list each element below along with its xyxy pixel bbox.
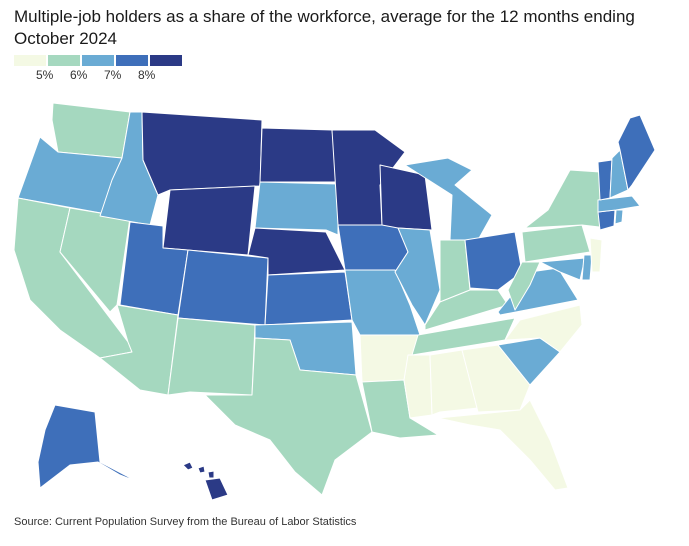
state-NM [167,317,256,396]
legend-label-7: 7% [104,68,122,82]
state-OH [464,231,523,291]
state-KS [264,271,353,326]
state-NC [504,304,583,353]
legend-swatch [150,55,182,66]
state-AK [37,404,139,489]
state-ME [617,114,656,191]
legend-label-8: 8% [138,68,156,82]
state-MS [403,354,433,419]
state-FL [437,399,569,491]
state-DE [581,254,593,281]
state-WY [162,185,256,256]
state-NY [524,169,609,229]
legend-swatch [14,55,46,66]
state-MT [141,111,263,196]
state-IA [337,224,409,273]
state-IL [394,227,441,326]
source-note: Source: Current Population Survey from t… [14,516,357,528]
legend-swatch [48,55,80,66]
state-MA [597,195,641,213]
state-MI [404,157,493,241]
legend-label-6: 6% [70,68,88,82]
state-ND [259,127,339,183]
legend-swatches [14,55,184,66]
legend-swatch [116,55,148,66]
state-KY [424,289,509,331]
state-CT [597,209,616,231]
legend-labels: 5% 6% 7% 8% [14,68,184,84]
us-choropleth-map [13,102,656,501]
legend-label-5: 5% [36,68,54,82]
state-HI [182,461,229,501]
state-PA [521,224,591,263]
state-CO [177,249,269,326]
legend-swatch [82,55,114,66]
state-RI [614,209,624,225]
color-legend: 5% 6% 7% 8% [14,55,184,84]
state-WV [507,261,541,311]
state-WA [51,102,131,159]
state-TX [204,337,373,496]
state-NJ [589,237,603,273]
chart-title: Multiple-job holders as a share of the w… [14,7,635,48]
state-GA [461,344,531,413]
state-SD [254,181,339,236]
state-MD [539,257,586,281]
